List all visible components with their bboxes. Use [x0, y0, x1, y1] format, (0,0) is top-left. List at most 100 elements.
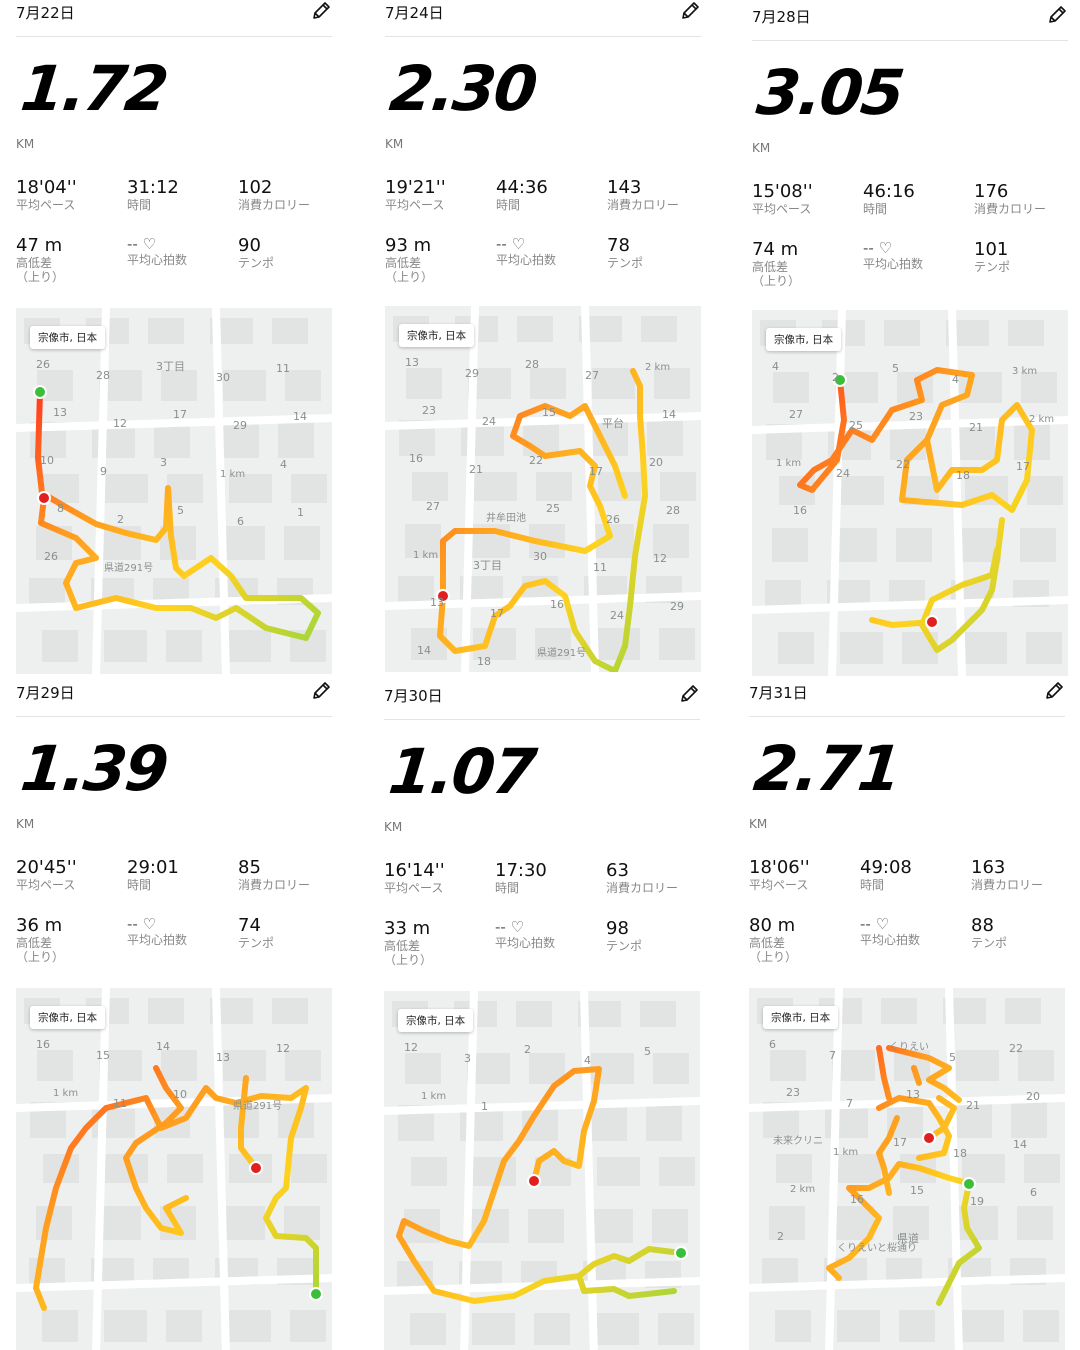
pencil-icon[interactable]	[310, 0, 332, 22]
route-map[interactable]: 12 3 2 4 5 1 km 1 宗像市, 日本	[384, 991, 700, 1350]
elevation-gain-stat: 33 m 高低差 （上り）	[384, 919, 494, 967]
route-start-marker	[674, 1246, 688, 1260]
map-building	[272, 318, 308, 344]
map-label: 18	[956, 469, 970, 482]
map-building	[534, 1313, 570, 1345]
avg-pace-label: 平均ペース	[384, 880, 444, 895]
map-label: 17	[490, 607, 504, 620]
location-badge: 宗像市, 日本	[766, 328, 842, 351]
map-label: 23	[909, 410, 923, 423]
duration-stat: 29:01 時間	[127, 858, 237, 893]
calories-stat: 176 消費カロリー	[974, 182, 1068, 217]
route-map[interactable]: 6 7 くりえい 5 22 23 7 13 21 20 未来クリニ 1 km 17 18 14 2 km 16 1…	[749, 988, 1065, 1350]
map-building	[1011, 1102, 1047, 1138]
map-label: 26	[44, 550, 58, 563]
map-label: 21	[469, 463, 483, 476]
route-map[interactable]: 16 15 14 13 12 1 km 11 10 県道291号 宗像市, 日本	[16, 988, 332, 1350]
map-building	[596, 1313, 639, 1345]
avg-pace-stat: 15'08'' 平均ペース	[752, 182, 862, 217]
route-map[interactable]: 26 28 3丁目 30 11 13 12 17 29 14 10 9 3 1 km 4 8 2 5 6 1 26 県道2…	[16, 308, 332, 674]
map-road	[92, 308, 110, 674]
map-label: 16	[793, 504, 807, 517]
avg-heart-rate-value: -- ♡	[863, 239, 893, 257]
map-label: 2 km	[645, 362, 670, 373]
map-label: 17	[1016, 460, 1030, 473]
duration-stat: 49:08 時間	[860, 858, 970, 893]
map-label: 2 km	[790, 1184, 815, 1195]
map-building	[474, 472, 517, 501]
header-divider	[384, 719, 700, 720]
route-end-marker	[436, 589, 450, 603]
elevation-gain-value: 33 m	[384, 918, 431, 939]
distance-value: 1.39	[17, 732, 171, 805]
route-path	[437, 368, 648, 672]
duration-value: 17:30	[495, 860, 547, 881]
route-path	[826, 1045, 982, 1306]
map-label: 県道291号	[233, 1099, 282, 1112]
map-building	[1023, 1310, 1059, 1342]
elevation-gain-label: 高低差 （上り）	[16, 255, 65, 284]
pencil-icon[interactable]	[1043, 680, 1065, 702]
route-map-canvas: 26 28 3丁目 30 11 13 12 17 29 14 10 9 3 1 km 4 8 2 5 6 1 26 県道2…	[16, 308, 332, 674]
avg-pace-value: 16'14''	[384, 860, 445, 881]
elevation-gain-value: 93 m	[385, 235, 432, 256]
map-label: 24	[482, 415, 496, 428]
location-badge: 宗像市, 日本	[30, 326, 106, 349]
route-start-marker	[962, 1177, 976, 1191]
map-building	[285, 1050, 321, 1081]
map-building	[1026, 632, 1062, 664]
map-label: 30	[533, 550, 547, 563]
map-building	[166, 1310, 202, 1342]
map-building	[104, 630, 147, 662]
map-building	[167, 474, 203, 503]
route-map[interactable]: 13 29 28 27 2 km 23 24 15 平台 14 16 21 22 17 20 27 井牟田池 25…	[385, 306, 701, 672]
elevation-gain-value: 47 m	[16, 235, 63, 256]
map-building	[659, 628, 695, 660]
elevation-gain-value: 74 m	[752, 239, 799, 260]
calories-value: 63	[606, 860, 629, 881]
distance-value: 1.72	[17, 52, 171, 125]
header-divider	[749, 716, 1065, 717]
map-building	[654, 368, 690, 399]
activity-date: 7月30日	[384, 687, 443, 705]
map-building	[896, 528, 932, 562]
map-label: 17	[589, 465, 603, 478]
map-label: 13	[216, 1051, 230, 1064]
cadence-value: 90	[238, 235, 261, 256]
map-building	[653, 524, 689, 558]
map-label: 2	[117, 513, 124, 526]
map-building	[590, 1209, 633, 1243]
map-building	[884, 320, 920, 346]
distance-value: 2.71	[750, 732, 904, 805]
map-building	[778, 632, 814, 664]
route-map-canvas: 12 3 2 4 5 1 km 1	[384, 991, 700, 1350]
activity-card: 7月31日 2.71 KM 18'06'' 平均ペース 49:08 時間 163 消費カロリー 8…	[749, 680, 1065, 1350]
duration-value: 44:36	[496, 177, 548, 198]
pencil-icon[interactable]	[678, 683, 700, 705]
route-path	[797, 367, 1035, 653]
map-label: 5	[949, 1051, 956, 1064]
map-label: 3 km	[1012, 366, 1037, 377]
map-label: 29	[233, 419, 247, 432]
cadence-value: 98	[606, 918, 629, 939]
map-road	[385, 592, 701, 610]
pencil-icon[interactable]	[310, 680, 332, 702]
duration-stat: 44:36 時間	[496, 178, 606, 213]
calories-label: 消費カロリー	[607, 197, 680, 212]
map-building	[166, 630, 202, 662]
map-label: 21	[969, 421, 983, 434]
map-label: 28	[666, 504, 680, 517]
pencil-icon[interactable]	[679, 0, 701, 22]
location-badge: 宗像市, 日本	[763, 1006, 839, 1029]
avg-heart-rate-label: 平均心拍数	[496, 252, 557, 267]
map-label: 3	[464, 1052, 471, 1065]
pencil-icon[interactable]	[1046, 4, 1068, 26]
map-building	[517, 316, 553, 342]
cadence-stat: 78 テンポ	[607, 236, 701, 271]
elevation-gain-label: 高低差 （上り）	[385, 255, 434, 284]
map-building	[765, 580, 801, 607]
map-label: 1 km	[833, 1147, 858, 1158]
cadence-value: 101	[974, 239, 1009, 260]
